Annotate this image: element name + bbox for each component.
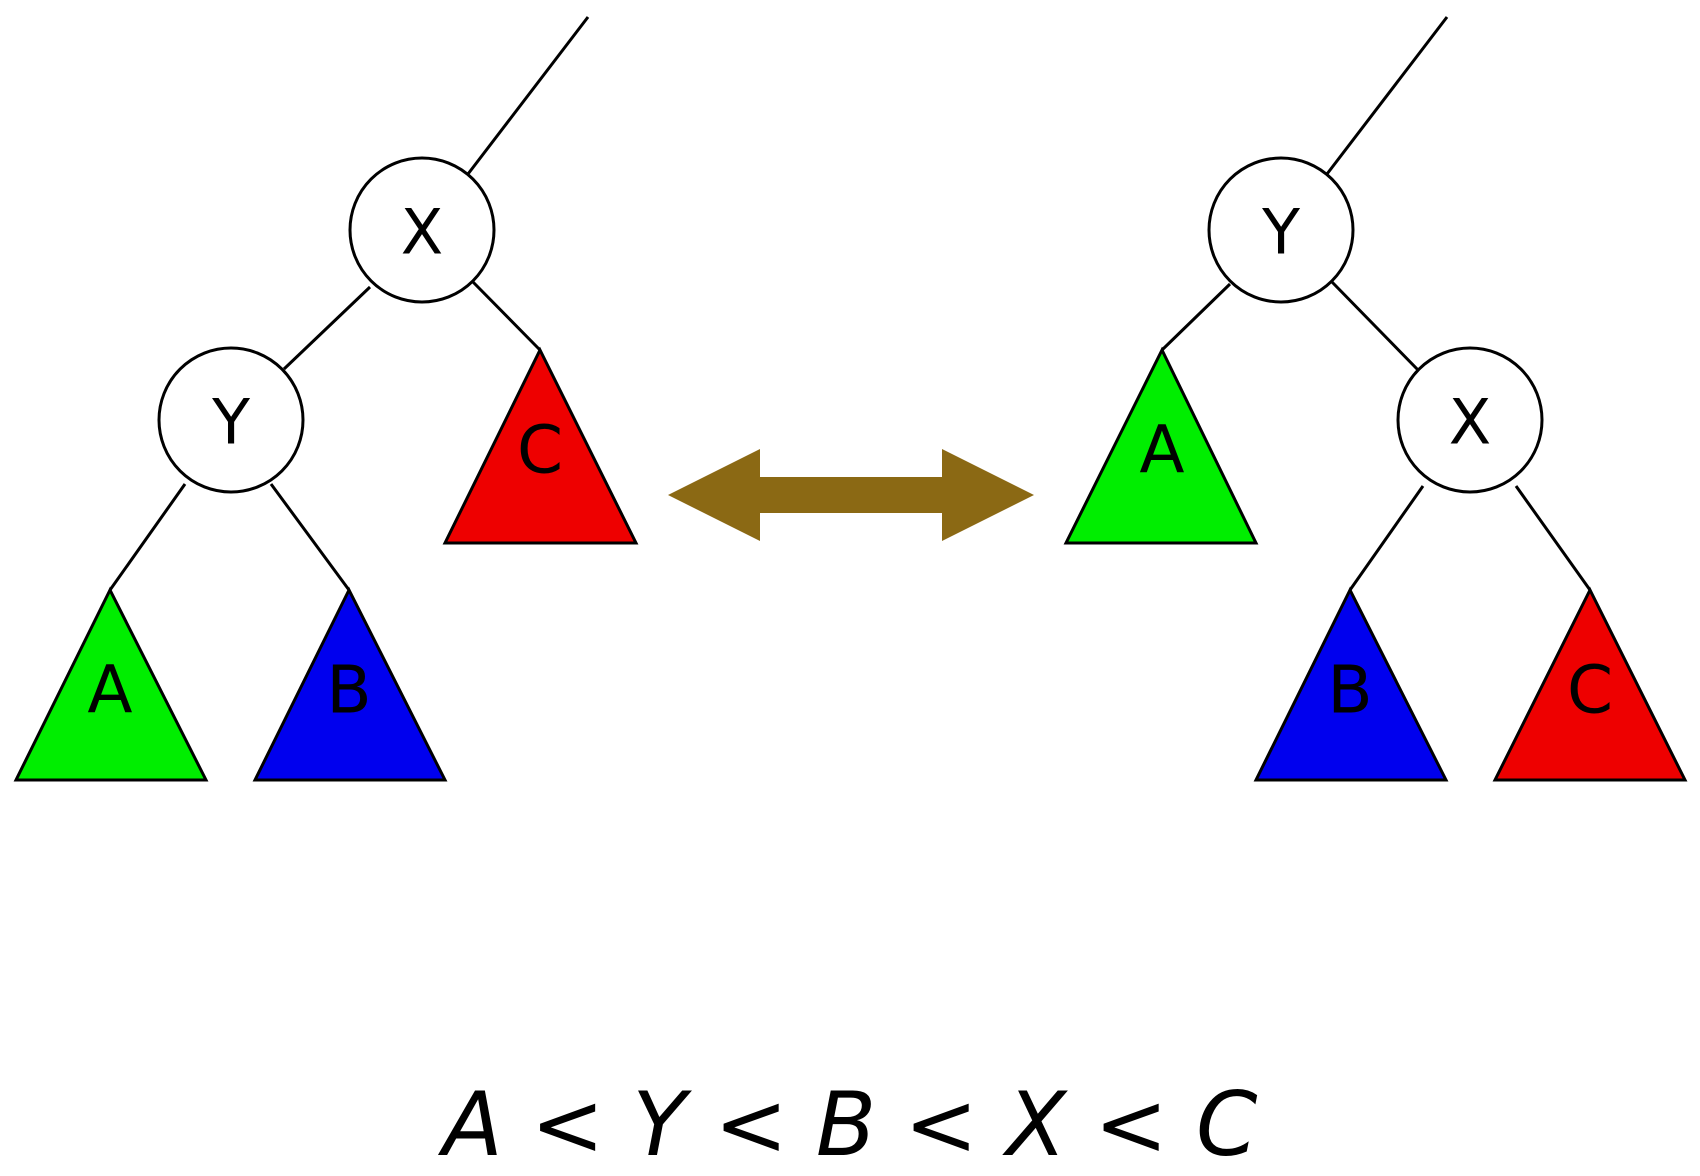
left-edge-y-b [269, 483, 351, 591]
left-edge-x-y [282, 285, 372, 371]
left-tree: X Y A B C [13, 16, 639, 782]
left-subtree-b-label: B [326, 652, 371, 729]
right-subtree-a-label: A [1139, 412, 1184, 489]
right-subtree-b-label: B [1327, 652, 1372, 729]
left-edge-x-c [471, 280, 542, 352]
left-subtree-b-triangle [252, 586, 448, 782]
left-subtree-a-triangle [13, 586, 209, 782]
left-subtree-c: C [442, 346, 639, 545]
right-subtree-c-triangle [1492, 586, 1688, 782]
left-node-y-circle [157, 346, 305, 494]
left-node-x-circle [348, 156, 496, 304]
left-node-y-label: Y [211, 386, 250, 459]
right-edge-y-x [1330, 280, 1422, 374]
left-parent-edge [466, 16, 590, 175]
right-subtree-c: C [1492, 586, 1688, 782]
right-subtree-b-triangle [1253, 586, 1449, 782]
left-subtree-a: A [13, 586, 209, 782]
left-subtree-c-label: C [517, 412, 563, 489]
left-node-x: X [348, 156, 496, 304]
right-node-y-label: Y [1261, 196, 1300, 269]
right-node-x-label: X [1449, 386, 1491, 459]
left-node-x-label: X [401, 196, 443, 269]
double-arrow-icon [668, 449, 1034, 541]
right-edge-x-b [1348, 485, 1425, 591]
right-subtree-b: B [1253, 586, 1449, 782]
right-subtree-c-label: C [1567, 652, 1613, 729]
right-edge-x-c [1514, 485, 1592, 591]
right-subtree-a-triangle [1063, 346, 1259, 545]
right-edge-y-a [1160, 282, 1232, 352]
right-subtree-a: A [1063, 346, 1259, 545]
left-subtree-c-triangle [442, 346, 639, 545]
left-subtree-b: B [252, 586, 448, 782]
right-tree: Y X A B C [1063, 16, 1688, 782]
right-node-y: Y [1207, 156, 1355, 304]
right-node-y-circle [1207, 156, 1355, 304]
right-node-x: X [1396, 346, 1544, 494]
left-subtree-a-label: A [87, 652, 132, 729]
left-edge-y-a [108, 483, 187, 591]
ordering-formula: A < Y < B < X < C [442, 1073, 1258, 1176]
right-parent-edge [1325, 16, 1449, 175]
left-node-y: Y [157, 346, 305, 494]
right-node-x-circle [1396, 346, 1544, 494]
